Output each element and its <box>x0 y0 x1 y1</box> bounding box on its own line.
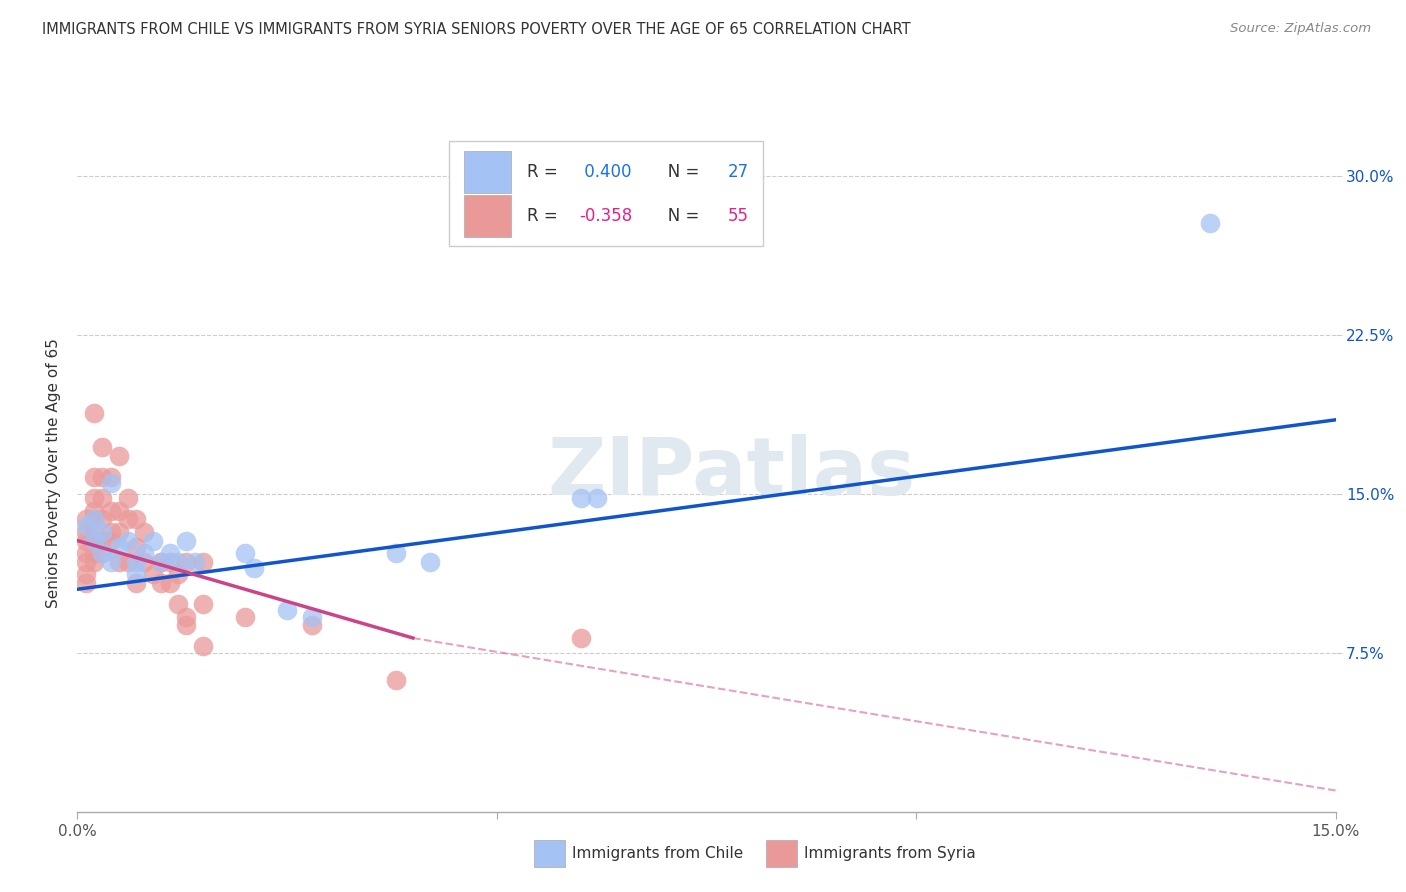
Point <box>233 610 256 624</box>
Point <box>167 597 190 611</box>
Point <box>586 491 609 505</box>
Text: R =: R = <box>527 207 562 226</box>
Point <box>83 407 105 421</box>
Text: Immigrants from Chile: Immigrants from Chile <box>572 847 744 861</box>
Point <box>176 533 198 548</box>
Point <box>242 561 264 575</box>
FancyBboxPatch shape <box>464 151 512 194</box>
Point <box>75 512 97 526</box>
Point <box>91 524 114 539</box>
Point <box>191 555 215 569</box>
Point <box>100 476 122 491</box>
Point <box>125 567 148 582</box>
Point <box>83 512 105 526</box>
Text: 0.400: 0.400 <box>579 163 631 181</box>
Point <box>142 567 165 582</box>
Point <box>125 512 148 526</box>
Point <box>159 546 181 560</box>
Y-axis label: Seniors Poverty Over the Age of 65: Seniors Poverty Over the Age of 65 <box>46 338 62 607</box>
Point <box>167 567 190 582</box>
Point <box>91 441 114 455</box>
Point <box>159 576 181 591</box>
Point <box>134 546 156 560</box>
Point <box>108 555 131 569</box>
FancyBboxPatch shape <box>449 141 763 245</box>
Point <box>108 504 131 518</box>
Point <box>83 524 105 539</box>
Point <box>569 491 592 505</box>
Text: IMMIGRANTS FROM CHILE VS IMMIGRANTS FROM SYRIA SENIORS POVERTY OVER THE AGE OF 6: IMMIGRANTS FROM CHILE VS IMMIGRANTS FROM… <box>42 22 911 37</box>
Point <box>108 449 131 463</box>
Point <box>125 555 148 569</box>
Point <box>91 546 114 560</box>
Text: 27: 27 <box>728 163 749 181</box>
Text: -0.358: -0.358 <box>579 207 633 226</box>
Point <box>125 576 148 591</box>
Point <box>83 470 105 484</box>
Text: ZIPatlas: ZIPatlas <box>547 434 915 512</box>
Point <box>75 533 97 548</box>
Point <box>91 533 114 548</box>
Point <box>75 576 97 591</box>
Point <box>108 524 131 539</box>
Point <box>233 546 256 560</box>
Point <box>142 533 165 548</box>
Point <box>75 555 97 569</box>
Point <box>117 491 139 505</box>
Point <box>100 504 122 518</box>
Point <box>167 555 190 569</box>
Point <box>150 576 173 591</box>
Point <box>100 524 122 539</box>
Point <box>385 546 408 560</box>
Point <box>75 524 97 539</box>
Point <box>83 504 105 518</box>
Point <box>176 610 198 624</box>
Point <box>117 555 139 569</box>
Point <box>75 518 97 533</box>
Point <box>125 540 148 554</box>
Point <box>117 512 139 526</box>
Point <box>159 555 181 569</box>
Point <box>117 533 139 548</box>
Point <box>100 555 122 569</box>
Point <box>176 618 198 632</box>
Point <box>83 546 105 560</box>
Text: Source: ZipAtlas.com: Source: ZipAtlas.com <box>1230 22 1371 36</box>
Text: Immigrants from Syria: Immigrants from Syria <box>804 847 976 861</box>
Point <box>301 618 323 632</box>
Point <box>569 631 592 645</box>
Point <box>150 555 173 569</box>
Point <box>150 555 173 569</box>
Point <box>83 533 105 548</box>
Text: R =: R = <box>527 163 562 181</box>
Point <box>83 491 105 505</box>
Point <box>301 610 323 624</box>
Text: 55: 55 <box>728 207 749 226</box>
Text: N =: N = <box>652 207 704 226</box>
Point <box>91 470 114 484</box>
Point <box>176 555 198 569</box>
Point <box>91 491 114 505</box>
Point <box>91 512 114 526</box>
FancyBboxPatch shape <box>464 195 512 237</box>
Text: N =: N = <box>652 163 704 181</box>
Point <box>385 673 408 688</box>
Point <box>191 597 215 611</box>
Point <box>184 555 207 569</box>
Point <box>91 546 114 560</box>
Point <box>100 533 122 548</box>
Point <box>134 555 156 569</box>
Point <box>83 555 105 569</box>
Point <box>108 540 131 554</box>
Point <box>419 555 441 569</box>
Point <box>100 470 122 484</box>
Point <box>1199 216 1222 230</box>
Point <box>83 512 105 526</box>
Point <box>75 567 97 582</box>
Point <box>276 603 298 617</box>
Point <box>191 640 215 654</box>
Point <box>83 533 105 548</box>
Point <box>134 524 156 539</box>
Point <box>75 546 97 560</box>
